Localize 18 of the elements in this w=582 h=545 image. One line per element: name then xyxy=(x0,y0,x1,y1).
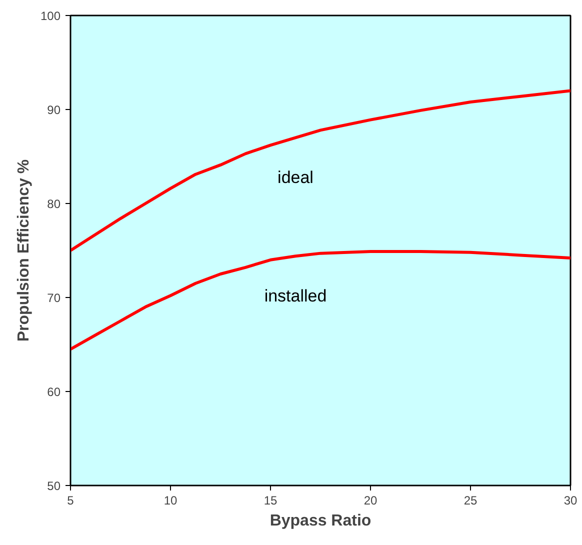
series-label: ideal xyxy=(278,168,314,188)
series-label: installed xyxy=(264,286,327,306)
line-series xyxy=(70,89,570,252)
x-tick-label: 20 xyxy=(364,494,378,508)
line-series xyxy=(70,250,570,351)
y-tick-label: 50 xyxy=(47,479,61,493)
x-tick-label: 30 xyxy=(564,494,578,508)
x-axis-title: Bypass Ratio xyxy=(270,512,372,530)
x-tick-label: 25 xyxy=(464,494,478,508)
x-tick-label: 10 xyxy=(164,494,178,508)
y-tick-label: 70 xyxy=(47,291,61,305)
x-tick-label: 5 xyxy=(67,494,74,508)
y-tick-label: 90 xyxy=(47,103,61,117)
y-tick-label: 100 xyxy=(40,9,61,23)
x-tick-label: 15 xyxy=(264,494,278,508)
y-tick-label: 60 xyxy=(47,385,61,399)
y-axis-title: Propulsion Efficiency % xyxy=(15,159,32,342)
y-tick-label: 80 xyxy=(47,197,61,211)
